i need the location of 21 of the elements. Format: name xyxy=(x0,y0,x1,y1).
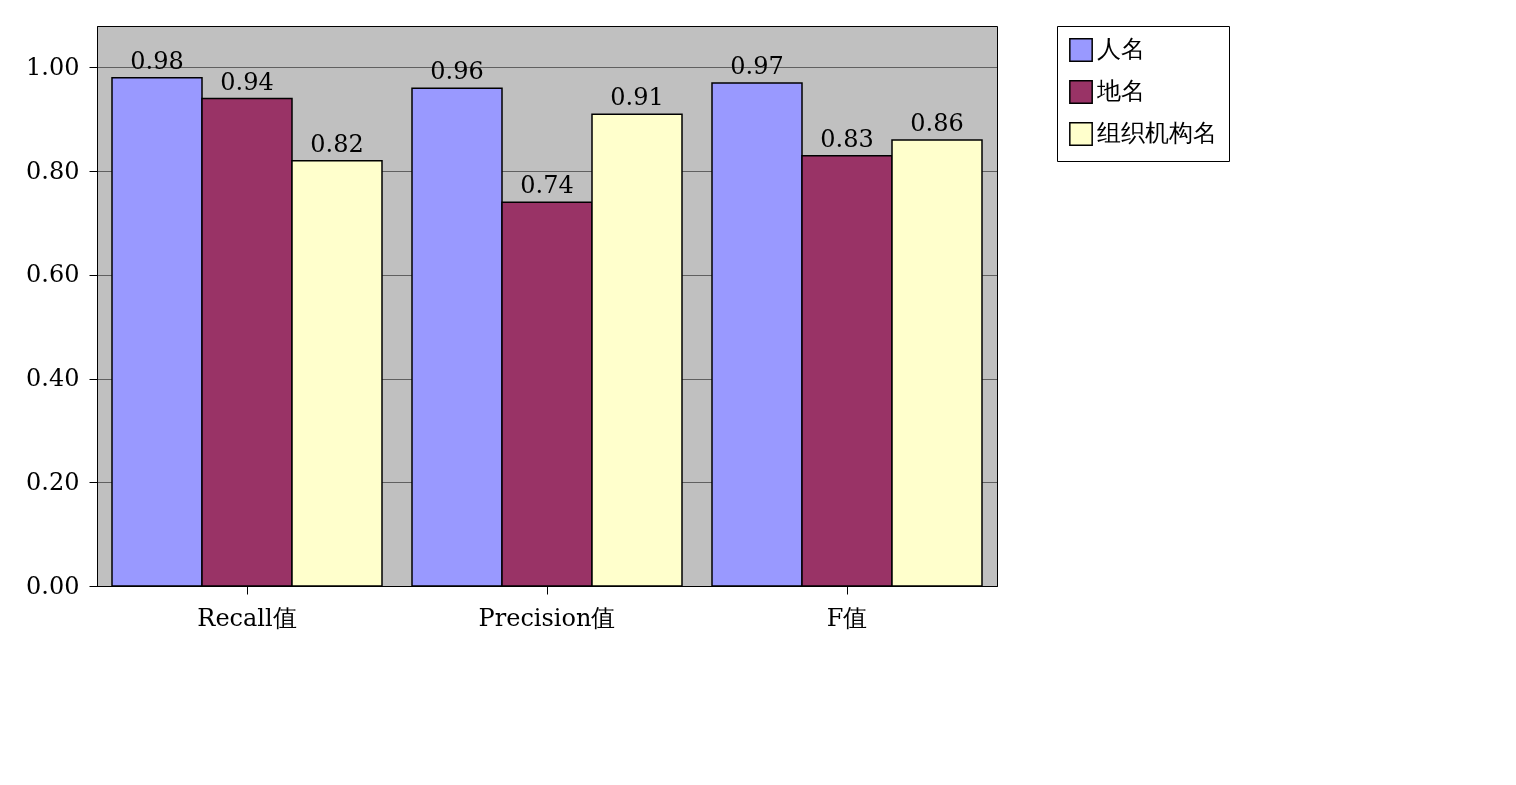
data-label: 0.91 xyxy=(610,83,664,112)
y-tick-label: 0.60 xyxy=(26,260,80,289)
data-label: 0.82 xyxy=(310,129,364,158)
y-tick-label: 0.20 xyxy=(26,467,80,496)
x-tick-label: F值 xyxy=(826,603,868,632)
x-tick-label: Precision值 xyxy=(478,603,616,632)
x-tick-label: Recall值 xyxy=(197,603,297,632)
data-label: 0.74 xyxy=(520,171,574,200)
data-label: 0.97 xyxy=(730,52,784,81)
legend-label: 组织机构名 xyxy=(1097,119,1217,147)
y-tick-label: 1.00 xyxy=(26,52,80,81)
y-tick-label: 0.00 xyxy=(26,571,80,600)
data-label: 0.86 xyxy=(910,109,964,138)
data-label: 0.96 xyxy=(430,57,484,86)
y-tick-label: 0.80 xyxy=(26,156,80,185)
data-label: 0.94 xyxy=(220,67,274,96)
legend-label: 人名 xyxy=(1097,35,1145,63)
data-label: 0.98 xyxy=(130,46,184,75)
y-tick-label: 0.40 xyxy=(26,364,80,393)
data-label: 0.83 xyxy=(820,124,874,153)
legend-label: 地名 xyxy=(1096,77,1145,105)
